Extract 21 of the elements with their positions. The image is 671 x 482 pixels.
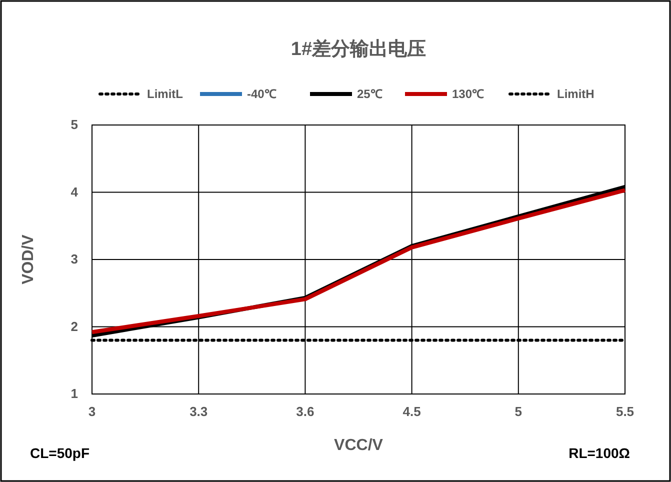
text: CL=50pF [30,445,90,461]
text: RL=100Ω [568,445,630,461]
y-tick-label: 3 [70,252,78,267]
legend-label: 130℃ [452,87,484,101]
y-tick-label: 5 [70,117,78,132]
chart-title: 1#差分输出电压 [290,38,426,60]
x-tick-label: 4.5 [402,404,421,420]
legend-label: -40℃ [247,87,276,101]
x-tick-label: 3.6 [296,404,314,420]
legend-label: LimitH [557,87,594,101]
x-axis-title: VCC/V [334,437,384,454]
y-tick-label: 2 [70,318,78,334]
x-tick-label: 5 [514,404,522,420]
y-tick-label: 1 [70,386,78,402]
x-tick-label: 5.5 [616,404,634,420]
y-tick-label: 4 [70,184,79,200]
y-axis-title: VOD/V [20,234,37,284]
x-tick-label: 3 [88,404,96,420]
legend-label: 25℃ [357,87,382,101]
legend-label: LimitL [147,87,183,101]
x-tick-label: 3.3 [190,404,208,420]
